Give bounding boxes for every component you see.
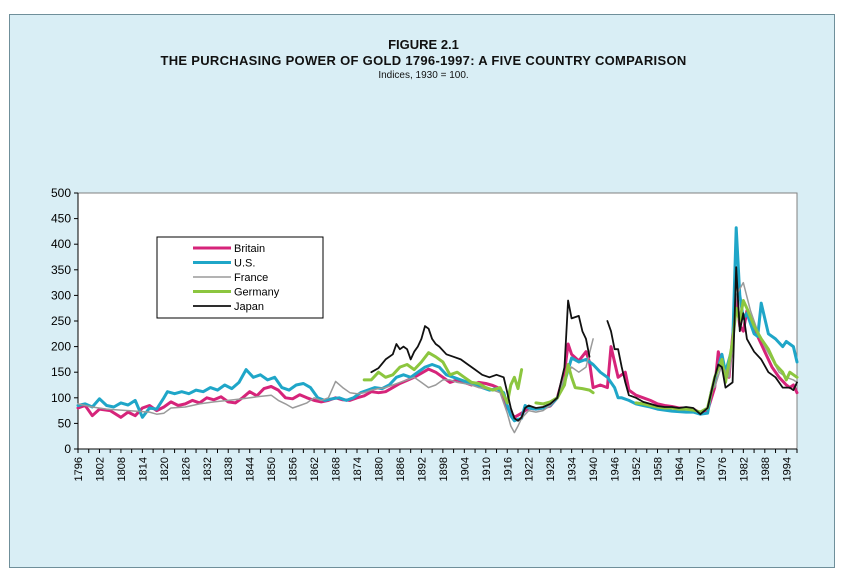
x-tick-label: 1826 [180,457,192,481]
y-tick-label: 200 [51,340,71,354]
y-tick-label: 100 [51,391,71,405]
legend-label: Japan [234,301,264,313]
x-tick-label: 1946 [610,457,622,481]
x-tick-label: 1802 [94,457,106,481]
x-tick-label: 1904 [459,457,471,481]
x-tick-label: 1796 [73,457,85,481]
x-tick-label: 1820 [159,457,171,481]
legend-label: Germany [234,287,280,299]
y-tick-label: 450 [51,212,71,226]
x-tick-label: 1928 [545,457,557,481]
x-tick-label: 1838 [223,457,235,481]
x-tick-label: 1988 [760,457,772,481]
x-tick-label: 1910 [481,457,493,481]
series-line-japan [606,266,798,416]
x-tick-label: 1922 [524,457,536,481]
x-tick-label: 1868 [331,457,343,481]
x-tick-label: 1916 [502,457,514,481]
legend-box [156,236,324,319]
x-tick-label: 1934 [567,457,579,481]
legend-label: France [234,272,268,284]
series-line-japan [370,299,591,422]
x-tick-label: 1976 [717,457,729,481]
x-tick-label: 1952 [631,457,643,481]
x-tick-label: 1850 [266,457,278,481]
x-tick-label: 1832 [202,457,214,481]
x-tick-label: 1886 [395,457,407,481]
x-tick-label: 1940 [588,457,600,481]
series-line-germany [534,363,595,406]
y-tick-label: 500 [51,186,71,200]
y-tick-label: 400 [51,237,71,251]
y-tick-label: 150 [51,365,71,379]
legend-label: U.S. [234,258,255,270]
figure-label: FIGURE 2.1 [388,37,459,52]
y-tick-label: 350 [51,263,71,277]
legend-label: Britain [234,243,265,255]
series-line-germany [362,351,524,405]
x-tick-label: 1874 [352,457,364,481]
x-tick-label: 1964 [674,457,686,481]
x-tick-label: 1814 [137,457,149,481]
x-tick-label: 1862 [309,457,321,481]
x-tick-label: 1958 [652,457,664,481]
x-tick-label: 1856 [288,457,300,481]
y-tick-label: 0 [64,442,71,456]
y-tick-label: 50 [58,416,72,430]
chart-subtitle: Indices, 1930 = 100. [378,70,469,81]
x-tick-label: 1982 [738,457,750,481]
x-tick-label: 1808 [116,457,128,481]
y-tick-label: 250 [51,314,71,328]
chart-title: THE PURCHASING POWER OF GOLD 1796-1997: … [160,53,687,68]
x-tick-label: 1844 [245,457,257,481]
y-tick-label: 300 [51,288,71,302]
x-tick-label: 1994 [781,457,793,481]
series-line-france [77,338,594,434]
x-tick-label: 1880 [373,457,385,481]
x-tick-label: 1970 [695,457,707,481]
x-tick-label: 1892 [416,457,428,481]
x-tick-label: 1898 [438,457,450,481]
